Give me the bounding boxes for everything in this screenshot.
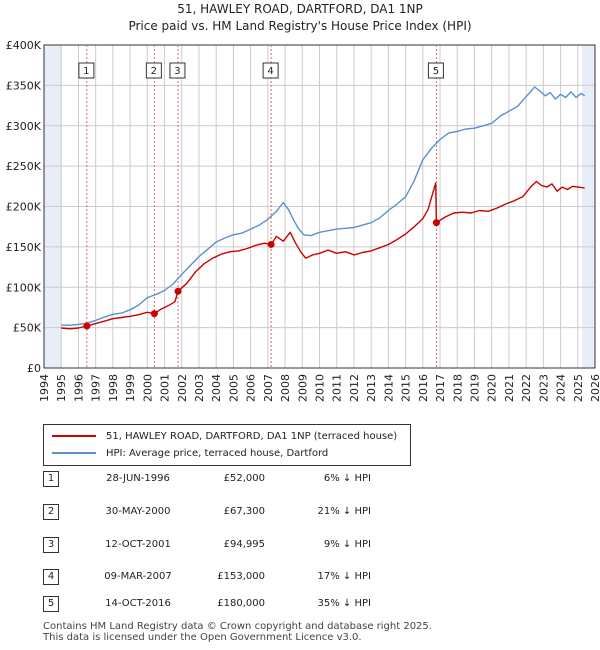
tx-price: £67,300 [223,506,265,517]
tx-price: £94,995 [223,539,265,550]
x-tick-label: 2005 [227,374,240,402]
y-tick-label: £100K [6,281,42,294]
x-tick-label: 2020 [486,374,499,402]
tx-date: 14-OCT-2016 [105,598,171,609]
transaction-label-box [145,62,162,79]
tx-number-badge: 2 [43,504,59,520]
y-tick-label: £150K [6,241,42,254]
tx-price: £180,000 [217,598,265,609]
x-tick-label: 2003 [193,374,206,402]
chart-subtitle: Price paid vs. HM Land Registry's House … [128,19,472,33]
footer-copyright: Contains HM Land Registry data © Crown c… [43,621,432,632]
x-tick-label: 2022 [520,374,533,402]
legend-item-property: 51, HAWLEY ROAD, DARTFORD, DA1 1NP (terr… [52,429,397,443]
y-tick-label: £200K [6,201,42,214]
tx-date: 28-JUN-1996 [106,473,170,484]
tx-date: 30-MAY-2000 [105,506,171,517]
x-tick-label: 2010 [314,374,327,402]
y-tick-label: £350K [6,79,42,92]
x-tick-label: 2025 [572,374,585,402]
transaction-label: 5 [433,66,439,77]
x-tick-label: 1998 [107,374,120,402]
transaction-point [83,322,91,330]
x-tick-label: 2019 [468,374,481,402]
x-tick-label: 2000 [141,374,154,402]
chart-legend: 51, HAWLEY ROAD, DARTFORD, DA1 1NP (terr… [43,424,411,466]
x-tick-label: 2021 [503,374,516,402]
tx-hpi-diff: 9% ↓ HPI [323,539,371,550]
x-tick-label: 1995 [55,374,68,402]
x-tick-label: 1994 [38,374,51,402]
table-row: 2 30-MAY-2000 £67,300 21% ↓ HPI [43,504,383,522]
transaction-label: 2 [151,66,157,77]
transaction-label: 1 [83,66,89,77]
legend-label-property: 51, HAWLEY ROAD, DARTFORD, DA1 1NP (terr… [106,430,398,442]
x-tick-label: 2024 [555,374,568,402]
legend-label-hpi: HPI: Average price, terraced house, Dart… [106,447,329,459]
price-chart: £0 £50K £100K £150K £200K £250K £300K £350K £400… [6,39,600,402]
chart-title: 51, HAWLEY ROAD, DARTFORD, DA1 1NP [177,2,423,16]
x-tick-label: 2006 [245,374,258,402]
x-tick-label: 2013 [365,374,378,402]
table-row: 3 12-OCT-2001 £94,995 9% ↓ HPI [43,537,383,555]
x-tick-label: 2011 [331,374,344,402]
y-tick-label: £0 [27,362,41,375]
footer-license: This data is licensed under the Open Gov… [43,632,362,643]
x-tick-label: 1996 [72,374,85,402]
transaction-point [432,219,440,227]
footer: Contains HM Land Registry data © Crown c… [43,621,432,643]
x-tick-label: 2023 [537,374,550,402]
tx-price: £52,000 [223,473,265,484]
x-tick-label: 2015 [400,374,413,402]
tx-date: 12-OCT-2001 [105,539,171,550]
legend-item-hpi: HPI: Average price, terraced house, Dart… [52,446,328,460]
x-tick-label: 2018 [451,374,464,402]
table-row: 5 14-OCT-2016 £180,000 35% ↓ HPI [43,596,383,614]
tx-hpi-diff: 35% ↓ HPI [317,598,371,609]
x-tick-label: 2017 [434,374,447,402]
y-tick-label: £400K [6,39,42,52]
x-tick-label: 2004 [210,374,223,402]
tx-hpi-diff: 6% ↓ HPI [323,473,371,484]
plot-frame [43,44,596,369]
y-tick-label: £50K [13,322,42,335]
x-tick-label: 2014 [382,374,395,402]
transaction-label: 4 [267,66,273,77]
property-series-line [61,180,585,330]
tx-number-badge: 5 [43,596,59,612]
tx-price: £153,000 [217,571,265,582]
x-tick-label: 2012 [348,374,361,402]
tx-date: 09-MAR-2007 [104,571,172,582]
transaction-label-box [262,62,279,79]
tx-number-badge: 1 [43,471,59,487]
transaction-point [174,287,182,295]
transaction-label-box [427,62,444,79]
table-row: 4 09-MAR-2007 £153,000 17% ↓ HPI [43,569,383,587]
x-tick-label: 2026 [589,374,600,402]
x-tick-label: 2016 [417,374,430,402]
transaction-label: 3 [174,66,180,77]
x-tick-label: 2009 [296,374,309,402]
x-tick-label: 2008 [279,374,292,402]
x-tick-label: 1999 [124,374,137,402]
legend-swatch-hpi [52,452,96,454]
x-tick-label: 2002 [176,374,189,402]
x-tick-label: 2001 [159,374,172,402]
tx-hpi-diff: 17% ↓ HPI [317,571,371,582]
transaction-label-box [169,62,186,79]
tx-number-badge: 4 [43,569,59,585]
hpi-series-line [61,86,586,326]
transaction-label-box [78,62,95,79]
transaction-point [150,310,158,318]
transaction-point [267,240,275,248]
y-tick-label: £250K [6,160,42,173]
x-tick-label: 2007 [262,374,275,402]
y-tick-label: £300K [6,120,42,133]
tx-hpi-diff: 21% ↓ HPI [317,506,371,517]
x-tick-label: 1997 [90,374,103,402]
tx-number-badge: 3 [43,537,59,553]
legend-swatch-property [52,435,96,437]
table-row: 1 28-JUN-1996 £52,000 6% ↓ HPI [43,471,383,489]
